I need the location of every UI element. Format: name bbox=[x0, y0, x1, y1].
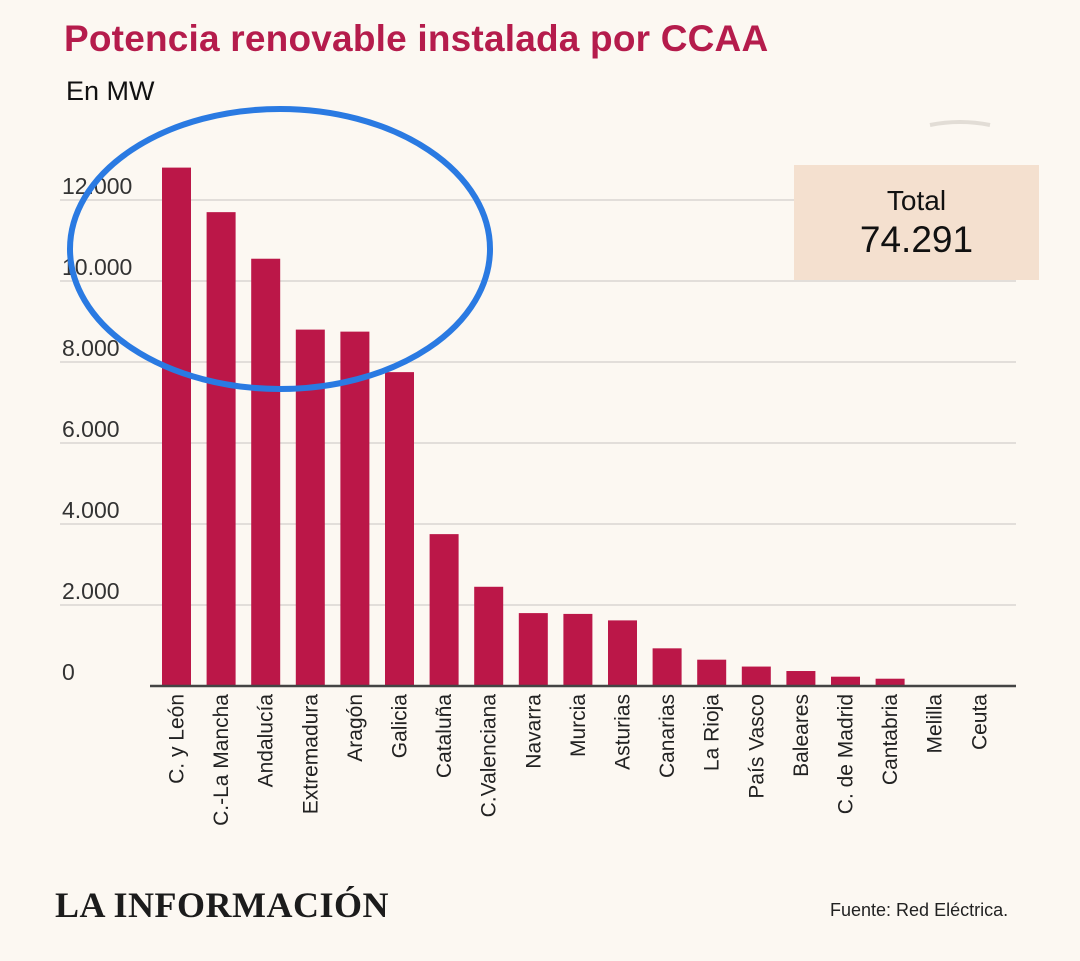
x-category-label: C.-La Mancha bbox=[210, 694, 233, 826]
y-tick-label: 2.000 bbox=[62, 578, 120, 604]
bar bbox=[741, 666, 771, 686]
bar bbox=[340, 331, 370, 686]
y-tick-label: 8.000 bbox=[62, 335, 120, 361]
bar bbox=[429, 534, 459, 686]
bar bbox=[474, 586, 504, 686]
x-category-label: Murcia bbox=[567, 694, 590, 757]
bar bbox=[385, 372, 414, 686]
bar bbox=[608, 620, 637, 686]
x-category-label: Asturias bbox=[612, 694, 635, 770]
y-tick-label: 0 bbox=[62, 659, 75, 685]
x-category-label: C. y León bbox=[166, 694, 189, 784]
total-label: Total bbox=[886, 185, 947, 216]
bar bbox=[697, 659, 727, 686]
chart-title: Potencia renovable instalada por CCAA bbox=[64, 18, 769, 59]
publisher-logo: LA INFORMACIÓN bbox=[55, 885, 390, 925]
bar bbox=[162, 167, 191, 687]
x-category-label: Galicia bbox=[389, 694, 412, 759]
x-category-label: Cataluña bbox=[433, 694, 456, 778]
x-category-label: C. de Madrid bbox=[835, 694, 858, 814]
annotation-circle bbox=[67, 106, 493, 392]
total-box: Total 74.291 bbox=[794, 165, 1039, 280]
x-category-label: Andalucía bbox=[255, 694, 278, 788]
x-category-label: Ceuta bbox=[968, 694, 991, 750]
x-category-label: País Vasco bbox=[745, 694, 768, 799]
x-category-label: La Rioja bbox=[701, 694, 724, 771]
source-note: Fuente: Red Eléctrica. bbox=[830, 900, 1009, 920]
x-category-label: Baleares bbox=[790, 694, 813, 777]
x-category-label: Canarias bbox=[656, 694, 679, 778]
x-category-label: Aragón bbox=[344, 694, 367, 762]
bar bbox=[206, 212, 236, 686]
bar bbox=[518, 613, 548, 686]
total-value: 74.291 bbox=[859, 219, 974, 260]
bar bbox=[875, 678, 905, 686]
bar bbox=[563, 613, 593, 686]
x-category-label: Melilla bbox=[924, 694, 947, 754]
y-tick-label: 6.000 bbox=[62, 416, 120, 442]
x-category-label: Navarra bbox=[522, 694, 545, 769]
bar bbox=[786, 671, 816, 686]
bar bbox=[831, 676, 860, 686]
bar bbox=[652, 648, 682, 686]
chart-subtitle: En MW bbox=[66, 76, 155, 106]
x-category-label: Cantabria bbox=[879, 694, 902, 785]
bar bbox=[295, 329, 325, 686]
x-axis-labels: C. y León C.-La Mancha Andalucía Extremadur… bbox=[166, 694, 992, 826]
x-category-label: C.Valenciana bbox=[478, 694, 501, 818]
decorative-smudge bbox=[929, 120, 991, 127]
x-category-label: Extremadura bbox=[299, 694, 322, 815]
bar bbox=[251, 258, 281, 686]
y-tick-label: 4.000 bbox=[62, 497, 120, 523]
